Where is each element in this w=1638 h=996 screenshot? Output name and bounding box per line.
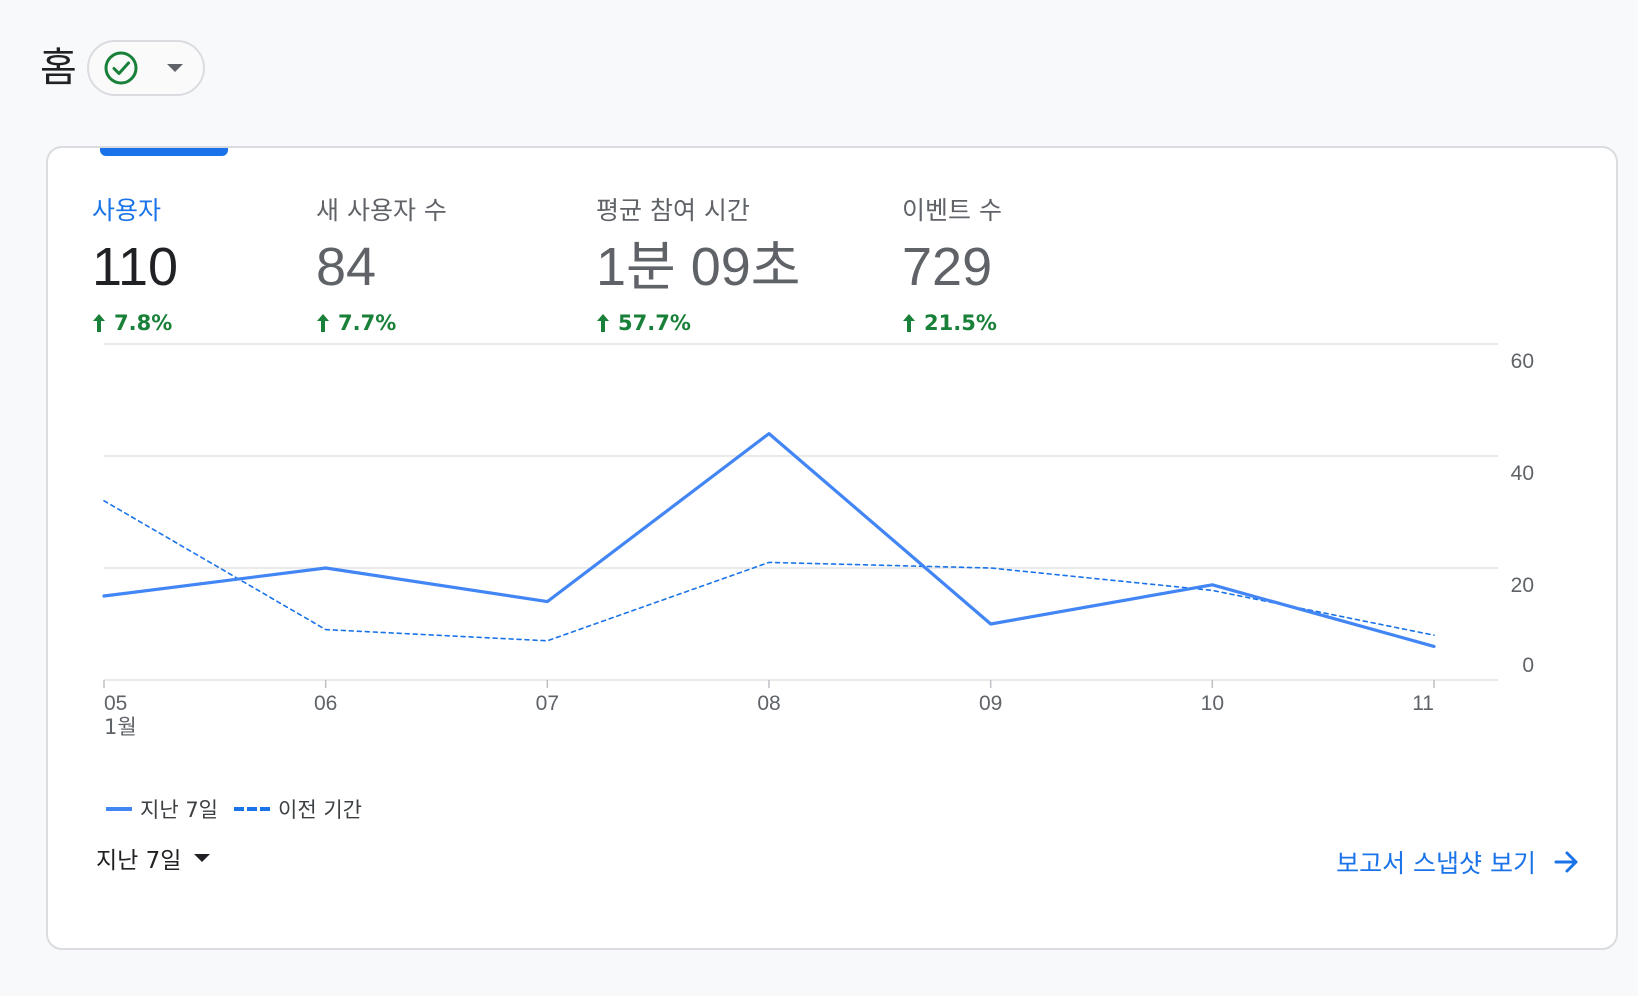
- legend-label: 이전 기간: [278, 798, 362, 822]
- metric-value: 1분 09초: [596, 237, 801, 297]
- metric-label: 평균 참여 시간: [596, 196, 750, 225]
- y-tick-label: 60: [1511, 350, 1534, 373]
- x-month-label: 1월: [104, 715, 137, 739]
- arrow-right-icon: [1554, 851, 1578, 873]
- solid-line-swatch: [106, 807, 132, 811]
- x-tick-label: 11: [1412, 692, 1434, 715]
- series-line-previous-period: [103, 499, 1435, 642]
- active-tab-indicator: [100, 148, 228, 156]
- check-circle-icon: [104, 51, 138, 85]
- chart-legend: 지난 7일 이전 기간: [106, 794, 378, 824]
- series-line-last-7-days: [102, 432, 1436, 648]
- caret-down-icon: [194, 854, 211, 862]
- metric-label: 새 사용자 수: [316, 196, 447, 225]
- metric-change: 7.8%: [92, 308, 178, 338]
- arrow-up-icon: [903, 314, 915, 332]
- x-tick-label: 08: [757, 692, 780, 715]
- y-tick-label: 0: [1522, 654, 1534, 677]
- page-title: 홈: [40, 45, 77, 91]
- caret-down-icon: [166, 64, 183, 72]
- x-tick-label: 09: [979, 692, 1002, 715]
- arrow-up-icon: [93, 314, 105, 332]
- date-range-label: 지난 7일: [96, 848, 182, 874]
- metric-value: 110: [92, 237, 179, 297]
- metric-tab-event-count[interactable]: 이벤트 수 729 21.5%: [902, 194, 1002, 338]
- page-header: 홈: [40, 40, 205, 96]
- date-range-dropdown[interactable]: 지난 7일: [96, 838, 211, 878]
- arrow-up-icon: [597, 314, 609, 332]
- metric-value: 84: [316, 237, 377, 297]
- legend-item-previous: 이전 기간: [234, 794, 362, 824]
- metric-change: 57.7%: [596, 308, 800, 338]
- arrow-up-icon: [317, 314, 329, 332]
- metric-label: 이벤트 수: [902, 196, 1002, 225]
- metric-change: 21.5%: [902, 308, 1002, 338]
- metric-tab-avg-engagement[interactable]: 평균 참여 시간 1분 09초 57.7%: [596, 194, 800, 338]
- dashed-line-swatch: [234, 807, 270, 811]
- y-tick-label: 40: [1511, 462, 1534, 485]
- y-tick-label: 20: [1511, 574, 1534, 597]
- view-report-snapshot-link[interactable]: 보고서 스냅샷 보기: [1336, 842, 1580, 882]
- legend-item-current: 지난 7일: [106, 794, 218, 824]
- metric-change: 7.7%: [316, 308, 447, 338]
- metric-change-value: 57.7%: [618, 311, 691, 335]
- metric-change-value: 7.8%: [114, 311, 173, 335]
- x-tick-label: 10: [1201, 692, 1224, 715]
- metric-change-value: 7.7%: [338, 311, 397, 335]
- x-tick-label: 07: [536, 692, 559, 715]
- metric-tab-new-users[interactable]: 새 사용자 수 84 7.7%: [316, 194, 447, 338]
- legend-label: 지난 7일: [140, 798, 218, 822]
- x-tick-label: 05: [104, 692, 127, 715]
- metric-change-value: 21.5%: [924, 311, 997, 335]
- data-status-dropdown[interactable]: [86, 40, 205, 96]
- overview-card: 사용자 110 7.8% 새 사용자 수 84 7.7% 평균 참여 시간 1분…: [46, 146, 1618, 950]
- metric-label: 사용자: [92, 196, 162, 225]
- metric-tab-users[interactable]: 사용자 110 7.8%: [92, 194, 178, 338]
- x-tick-label: 06: [314, 692, 337, 715]
- metric-value: 729: [902, 237, 993, 297]
- users-line-chart: 0 20 40 60 05 06 07 08 09 10 11 1월: [102, 343, 1534, 739]
- snapshot-link-label: 보고서 스냅샷 보기: [1336, 849, 1536, 878]
